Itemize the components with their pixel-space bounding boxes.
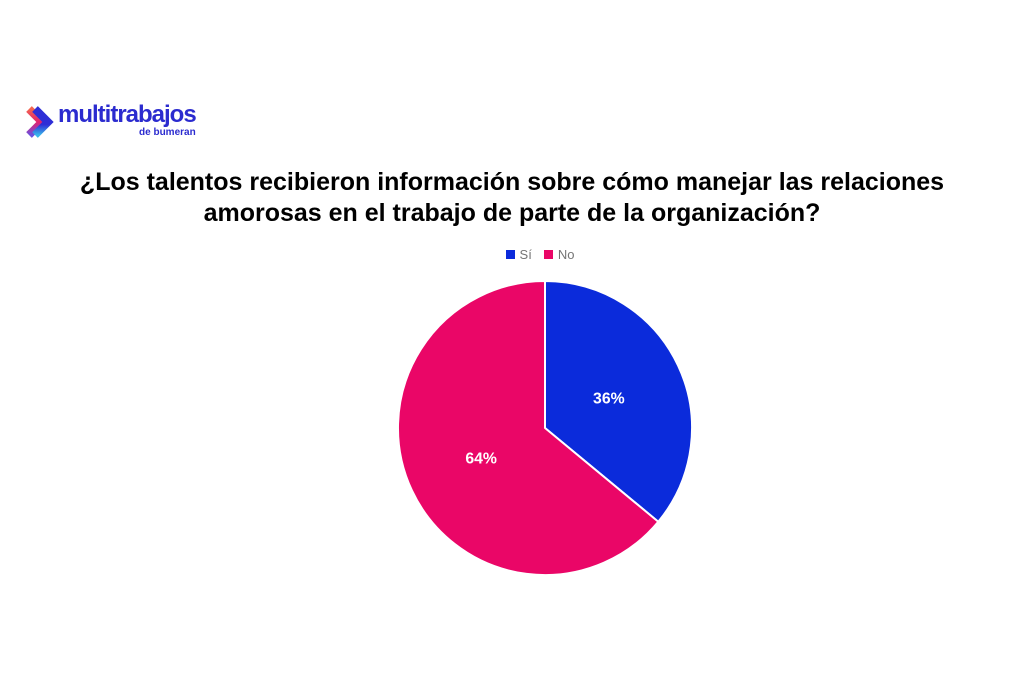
legend-swatch: [543, 250, 553, 259]
legend-swatch: [505, 250, 515, 259]
legend-item-no: No: [543, 247, 575, 262]
chart-title-line2: amorosas en el trabajo de parte de la or…: [203, 199, 821, 227]
legend-label: Sí: [519, 247, 532, 262]
multitrabajos-logo: multitrabajos de bumeran: [24, 101, 197, 141]
pie-chart: 36% 64%: [397, 280, 694, 576]
logo-text: multitrabajos de bumeran: [58, 101, 197, 138]
chevron-logo-icon: [26, 106, 54, 138]
pie-label-si: 36%: [593, 390, 625, 407]
legend-item-si: Sí: [505, 247, 532, 262]
chart-legend: Sí No: [28, 247, 1024, 262]
pie-chart-svg: 36% 64%: [397, 280, 694, 576]
chart-title-line1: ¿Los talentos recibieron información sob…: [79, 168, 945, 196]
legend-label: No: [557, 247, 575, 262]
pie-slice-si: [544, 280, 694, 523]
brand-name: multitrabajos: [58, 101, 197, 128]
pie-slice-no: [397, 280, 660, 576]
chart-title: ¿Los talentos recibieron información sob…: [0, 167, 1024, 229]
sub-brand-name: de bumeran: [139, 127, 196, 138]
pie-label-no: 64%: [465, 451, 497, 468]
